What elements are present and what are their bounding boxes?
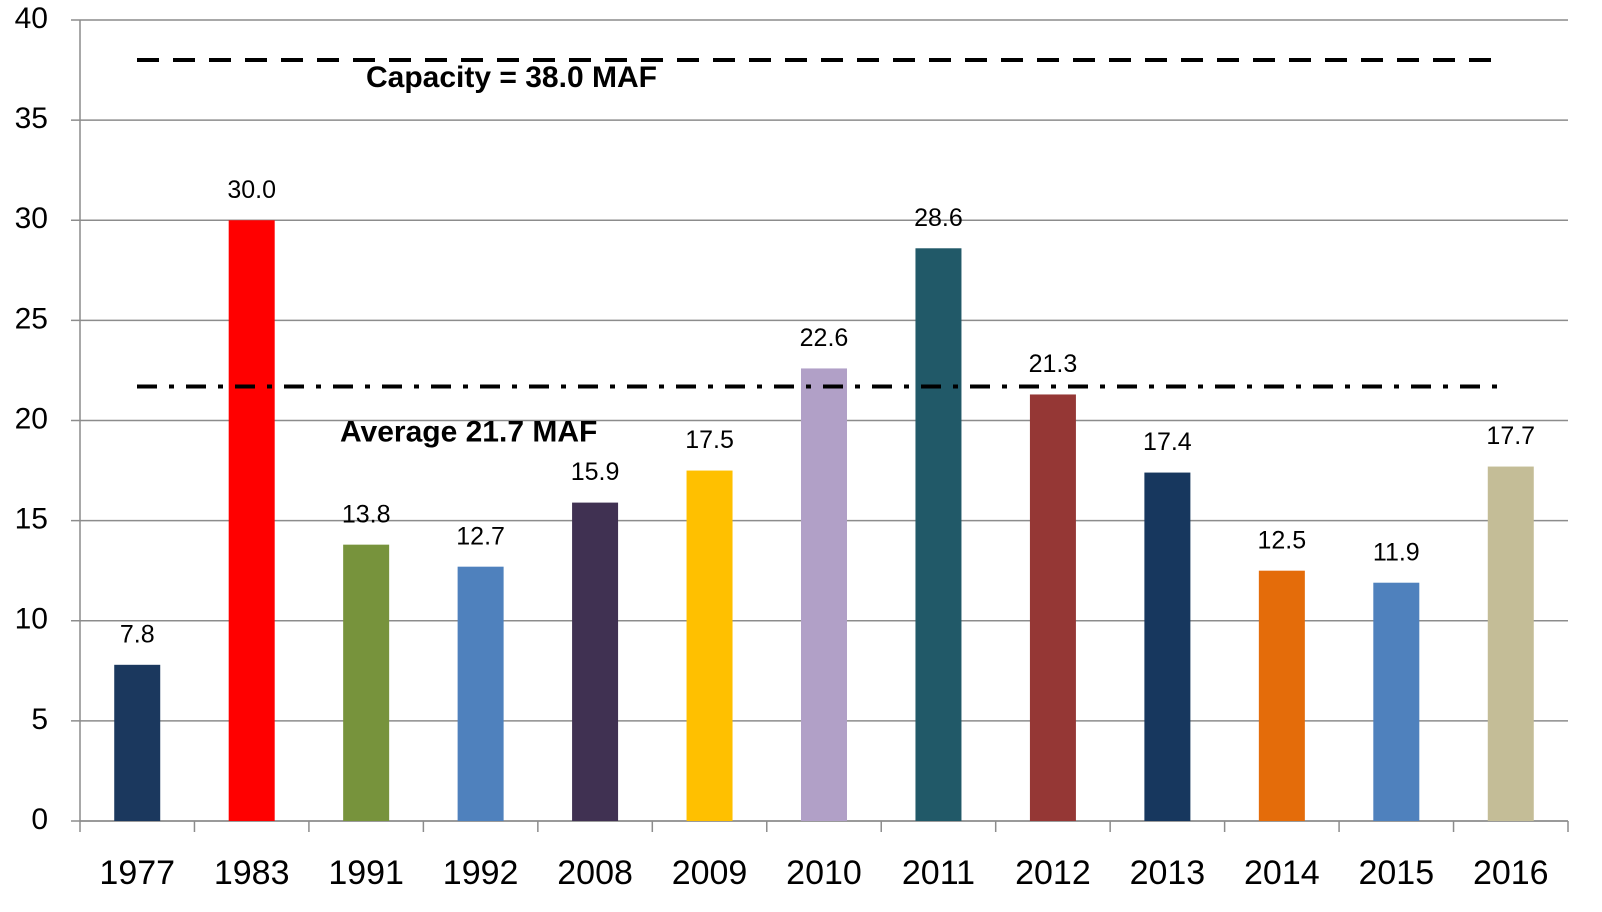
bar bbox=[572, 502, 619, 821]
value-label: 30.0 bbox=[227, 176, 276, 204]
x-tick-label: 2009 bbox=[672, 854, 748, 892]
value-label: 21.3 bbox=[1029, 350, 1078, 378]
value-label: 28.6 bbox=[914, 204, 963, 232]
y-tick-label: 40 bbox=[15, 2, 48, 35]
x-tick-label: 1983 bbox=[214, 854, 290, 892]
x-tick-label: 2016 bbox=[1473, 854, 1549, 892]
bar bbox=[457, 566, 504, 821]
reference-label: Average 21.7 MAF bbox=[340, 415, 597, 448]
y-tick-label: 20 bbox=[15, 402, 48, 435]
reference-label: Capacity = 38.0 MAF bbox=[366, 61, 657, 94]
bar bbox=[686, 470, 733, 821]
value-label: 13.8 bbox=[342, 500, 391, 528]
y-tick-label: 15 bbox=[15, 503, 48, 536]
y-tick-label: 30 bbox=[15, 202, 48, 235]
bar bbox=[1373, 582, 1420, 821]
bar bbox=[1029, 394, 1076, 821]
bar bbox=[343, 544, 390, 821]
x-tick-label: 1977 bbox=[99, 854, 175, 892]
x-tick-label: 1992 bbox=[443, 854, 519, 892]
bar bbox=[915, 248, 962, 821]
x-tick-label: 1991 bbox=[328, 854, 404, 892]
bar bbox=[1487, 466, 1534, 821]
value-label: 17.4 bbox=[1143, 428, 1192, 456]
y-tick-label: 5 bbox=[31, 703, 48, 736]
y-tick-label: 25 bbox=[15, 302, 48, 335]
bar bbox=[228, 220, 275, 821]
x-tick-label: 2012 bbox=[1015, 854, 1091, 892]
x-tick-label: 2015 bbox=[1358, 854, 1434, 892]
value-label: 15.9 bbox=[571, 458, 620, 486]
value-label: 17.7 bbox=[1486, 422, 1535, 450]
bar bbox=[1258, 570, 1305, 821]
y-tick-label: 10 bbox=[15, 603, 48, 636]
x-tick-label: 2008 bbox=[557, 854, 633, 892]
value-label: 7.8 bbox=[120, 620, 155, 648]
x-tick-label: 2010 bbox=[786, 854, 862, 892]
bar bbox=[114, 664, 161, 821]
value-label: 22.6 bbox=[800, 324, 849, 352]
y-tick-label: 35 bbox=[15, 102, 48, 135]
x-tick-label: 2013 bbox=[1130, 854, 1206, 892]
x-tick-label: 2014 bbox=[1244, 854, 1320, 892]
bar bbox=[1144, 472, 1191, 821]
bar bbox=[801, 368, 847, 821]
value-label: 12.7 bbox=[456, 522, 505, 550]
value-label: 12.5 bbox=[1258, 526, 1307, 554]
y-tick-label: 0 bbox=[31, 803, 48, 836]
value-label: 11.9 bbox=[1373, 538, 1420, 566]
x-tick-label: 2011 bbox=[902, 854, 975, 892]
value-label: 17.5 bbox=[685, 426, 734, 454]
